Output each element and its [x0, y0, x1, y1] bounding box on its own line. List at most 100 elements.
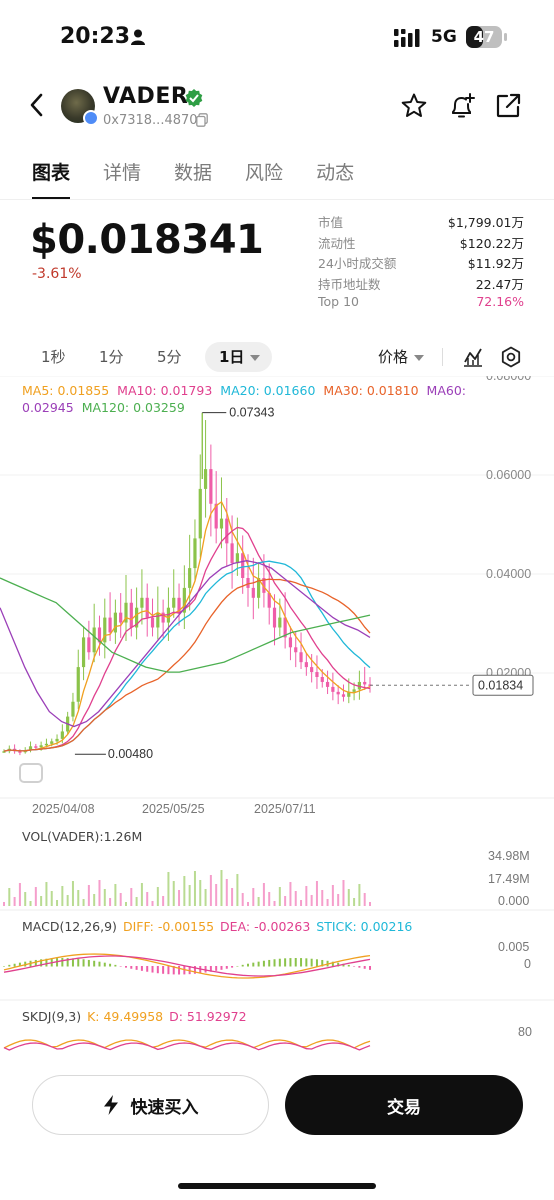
candle-body	[129, 602, 133, 628]
interval-1s[interactable]: 1秒	[41, 348, 66, 366]
volume-bar	[140, 883, 143, 906]
person-icon	[131, 29, 145, 45]
volume-bar	[114, 884, 117, 906]
volume-bar	[262, 883, 265, 906]
macd-histogram-bar	[284, 958, 287, 967]
macd-histogram-bar	[209, 966, 212, 972]
macd-histogram-bar	[252, 962, 255, 967]
trade-button[interactable]: 交易	[285, 1075, 523, 1135]
back-arrow-icon[interactable]	[26, 92, 48, 118]
macd-histogram-bar	[289, 958, 292, 967]
candle-body	[267, 592, 271, 608]
skdj-d: D: 51.92972	[169, 1009, 247, 1024]
candle-body	[103, 617, 107, 643]
candle-body	[39, 745, 43, 748]
vol-y-tick: 17.49M	[488, 872, 530, 886]
volume-bar	[369, 902, 371, 906]
candle-body	[76, 667, 80, 702]
macd-histogram-bar	[315, 959, 318, 967]
tab-activity[interactable]: 动态	[316, 162, 355, 184]
skdj-title: SKDJ(9,3)	[22, 1009, 82, 1024]
interval-1d[interactable]: 1日	[205, 342, 273, 372]
candle-body	[246, 578, 250, 588]
candle-body	[50, 741, 54, 744]
ma120-label: MA120: 0.03259	[81, 400, 185, 415]
volume-bar	[130, 888, 133, 906]
macd-histogram-bar	[66, 958, 69, 967]
tab-chart[interactable]: 图表	[32, 158, 71, 200]
tab-risk[interactable]: 风险	[245, 162, 284, 184]
volume-bar	[71, 881, 74, 906]
candle-body	[97, 627, 102, 643]
stat-label: 市值	[318, 215, 344, 230]
volume-bar	[347, 889, 350, 906]
candle-body	[193, 538, 197, 569]
candle-body	[320, 677, 324, 682]
macd-histogram-bar	[236, 965, 239, 967]
network-type: 5G	[431, 27, 457, 47]
stat-value: $11.92万	[467, 256, 524, 271]
volume-bar	[56, 900, 59, 906]
interval-5m[interactable]: 5分	[157, 348, 182, 366]
volume-bar	[66, 895, 69, 906]
tab-data[interactable]: 数据	[174, 162, 213, 184]
settings-icon[interactable]	[500, 346, 522, 368]
copy-icon[interactable]	[196, 113, 208, 127]
volume-bar	[231, 888, 234, 906]
interval-bar: 1秒 1分 5分 1日 价格	[0, 342, 554, 372]
volume-bar	[268, 892, 271, 906]
candle-body	[182, 587, 186, 613]
stat-holders: 持币地址数 22.47万	[318, 274, 524, 295]
candle-body	[156, 612, 160, 628]
volume-bar	[156, 887, 159, 906]
add-alert-bell-icon[interactable]	[448, 92, 476, 120]
macd-histogram-bar	[262, 960, 265, 967]
candle-body	[34, 746, 38, 748]
macd-histogram-bar	[342, 963, 345, 967]
macd-histogram-bar	[162, 966, 165, 974]
quick-buy-button[interactable]: 快速买入	[32, 1075, 269, 1135]
star-icon[interactable]	[400, 92, 428, 120]
share-icon[interactable]	[494, 92, 522, 120]
stat-value: $120.22万	[459, 235, 524, 251]
macd-histogram-bar	[61, 958, 64, 967]
macd-histogram-bar	[321, 959, 324, 967]
macd-histogram-bar	[204, 966, 207, 973]
volume-bar	[247, 902, 249, 906]
volume-bar	[45, 882, 48, 906]
stat-label: Top 10	[318, 294, 359, 309]
macd-histogram-bar	[247, 963, 249, 967]
stat-label: 持币地址数	[318, 276, 381, 292]
stat-top10: Top 10 72.16%	[318, 294, 524, 315]
chart-area[interactable]: 0.08000 0.06000 0.04000 0.02000 2025/04/08 20…	[0, 376, 554, 1056]
macd-histogram-bar	[172, 966, 175, 975]
ma60-label: MA60:	[426, 383, 466, 398]
candle-body	[310, 667, 314, 673]
volume-bar	[215, 884, 218, 906]
candle-body	[177, 597, 181, 613]
macd-histogram-bar	[337, 962, 340, 967]
candle-body	[188, 568, 192, 588]
macd-histogram-bar	[114, 964, 117, 967]
trade-label: 交易	[387, 1097, 421, 1118]
volume-bar	[24, 892, 27, 906]
ma5-label: MA5: 0.01855	[22, 383, 110, 398]
volume-bar	[331, 885, 334, 906]
candle-body	[225, 518, 229, 544]
candle-body	[87, 637, 91, 653]
volume-bar	[77, 890, 80, 906]
chain-badge-icon	[83, 110, 99, 126]
candle-body	[18, 751, 22, 753]
volume-bar	[188, 885, 191, 906]
candle-body	[262, 578, 266, 593]
price-selector[interactable]: 价格	[378, 346, 425, 367]
macd-histogram-bar	[34, 959, 37, 967]
indicator-icon[interactable]	[462, 346, 484, 368]
candle-body	[363, 681, 367, 685]
macd-histogram-bar	[98, 961, 101, 967]
tab-details[interactable]: 详情	[103, 162, 142, 184]
token-avatar	[61, 89, 99, 126]
interval-1m[interactable]: 1分	[99, 348, 124, 366]
volume-bar	[337, 894, 340, 906]
